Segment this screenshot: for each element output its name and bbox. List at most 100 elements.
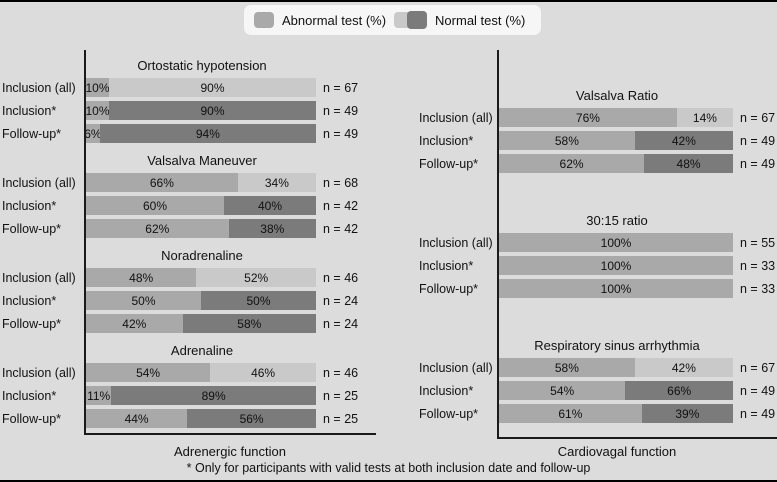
panel-adrenergic: Ortostatic hypotension Inclusion (all) 10%… <box>0 50 376 435</box>
normal-percent-label: 42% <box>671 133 696 148</box>
bar-row: Follow-up* 62% 48% n = 49 <box>417 152 777 175</box>
sample-size-label: n = 68 <box>323 175 359 190</box>
normal-percent-label: 94% <box>195 126 220 141</box>
bar-segment-abnormal: 54% <box>499 381 626 400</box>
sample-size-label: n = 49 <box>740 133 776 148</box>
bar-segment-normal: 14% <box>676 108 733 127</box>
abnormal-percent-label: 50% <box>131 293 156 308</box>
row-label: Inclusion* <box>419 258 474 273</box>
stacked-bar: 50% 50% <box>86 291 316 310</box>
row-label: Inclusion (all) <box>2 270 76 285</box>
bar-segment-normal: 46% <box>210 363 316 382</box>
normal-percent-label: 40% <box>257 198 283 213</box>
row-label: Follow-up* <box>419 406 479 421</box>
bar-segment-normal: 34% <box>237 173 316 192</box>
bar-segment-normal: 40% <box>224 196 316 215</box>
bar-row: Inclusion* 54% 66% n = 49 <box>417 379 777 402</box>
row-label: Inclusion (all) <box>2 175 76 190</box>
abnormal-percent-label: 54% <box>550 383 575 398</box>
bar-row: Inclusion (all) 76% 14% n = 67 <box>417 106 777 129</box>
bar-row: Follow-up* 6% 94% n = 49 <box>0 122 376 145</box>
abnormal-percent-label: 6% <box>84 126 102 141</box>
abnormal-percent-label: 58% <box>554 133 579 148</box>
abnormal-swatch-icon <box>254 12 274 28</box>
bar-row: Inclusion (all) 10% 90% n = 67 <box>0 76 376 99</box>
x-axis-line <box>497 437 777 439</box>
abnormal-percent-label: 60% <box>142 198 168 213</box>
sample-size-label: n = 67 <box>740 360 776 375</box>
row-label: Inclusion* <box>419 133 474 148</box>
normal-percent-label: 56% <box>239 411 264 426</box>
bar-segment-normal: 90% <box>109 101 316 120</box>
group-title: Noradrenaline <box>161 248 243 263</box>
abnormal-percent-label: 100% <box>600 235 632 250</box>
bar-segment-abnormal: 6% <box>84 124 102 143</box>
abnormal-percent-label: 11% <box>87 388 111 403</box>
bar-segment-normal: 39% <box>641 404 733 423</box>
bar-segment-abnormal: 10% <box>85 101 110 120</box>
stacked-bar: 66% 34% <box>86 173 316 192</box>
abnormal-percent-label: 76% <box>575 110 600 125</box>
row-label: Inclusion* <box>2 388 57 403</box>
abnormal-percent-label: 10% <box>85 80 110 95</box>
group-title: Respiratory sinus arrhythmia <box>534 338 700 353</box>
normal-percent-label: 50% <box>246 293 271 308</box>
bar-segment-normal: 50% <box>201 291 316 310</box>
bar-segment-abnormal: 100% <box>499 279 733 298</box>
normal-percent-label: 66% <box>667 383 692 398</box>
bar-segment-abnormal: 54% <box>86 363 211 382</box>
panel-cardiovagal: Valsalva Ratio Inclusion (all) 76% 14% n = 6… <box>417 50 777 439</box>
sample-size-label: n = 46 <box>323 365 359 380</box>
bar-segment-abnormal: 42% <box>86 314 183 333</box>
stacked-bar: 42% 58% <box>86 314 316 333</box>
test-group: Ortostatic hypotension Inclusion (all) 10%… <box>0 55 376 145</box>
y-axis-line <box>84 50 86 435</box>
bar-row: Follow-up* 42% 58% n = 24 <box>0 312 376 335</box>
row-label: Follow-up* <box>419 156 479 171</box>
sample-size-label: n = 49 <box>740 406 776 421</box>
bar-segment-abnormal: 100% <box>499 256 733 275</box>
sample-size-label: n = 49 <box>740 156 776 171</box>
stacked-bar: 62% 38% <box>86 219 316 238</box>
stacked-bar: 58% 42% <box>499 358 733 377</box>
row-label: Follow-up* <box>2 411 62 426</box>
sample-size-label: n = 67 <box>740 110 776 125</box>
abnormal-percent-label: 61% <box>558 406 583 421</box>
normal-percent-label: 89% <box>201 388 226 403</box>
group-title: 30:15 ratio <box>586 213 648 228</box>
group-title: Ortostatic hypotension <box>137 58 267 73</box>
row-label: Inclusion (all) <box>2 80 76 95</box>
bar-segment-normal: 42% <box>634 131 733 150</box>
normal-percent-label: 42% <box>671 360 696 375</box>
stacked-bar: 10% 90% <box>85 78 316 97</box>
stacked-bar: 100% <box>499 279 733 298</box>
normal-percent-label: 58% <box>237 316 262 331</box>
stacked-bar: 62% 48% <box>499 154 733 173</box>
bar-segment-normal: 58% <box>182 314 316 333</box>
bar-row: Follow-up* 62% 38% n = 42 <box>0 217 376 240</box>
bar-segment-abnormal: 50% <box>86 291 201 310</box>
row-label: Inclusion* <box>2 198 57 213</box>
bar-segment-normal: 42% <box>634 358 733 377</box>
abnormal-percent-label: 44% <box>124 411 149 426</box>
group-title: Valsalva Ratio <box>575 88 659 103</box>
bar-row: Follow-up* 44% 56% n = 25 <box>0 407 376 430</box>
y-axis-line <box>497 50 499 439</box>
normal-swatch-icon <box>394 11 428 29</box>
bar-row: Inclusion* 11% 89% n = 25 <box>0 384 376 407</box>
row-label: Inclusion (all) <box>419 110 493 125</box>
stacked-bar: 60% 40% <box>86 196 316 215</box>
sample-size-label: n = 49 <box>323 103 359 118</box>
normal-percent-label: 90% <box>200 103 225 118</box>
bar-segment-abnormal: 44% <box>86 409 188 428</box>
bar-segment-abnormal: 10% <box>85 78 110 97</box>
bar-row: Follow-up* 100% n = 33 <box>417 277 777 300</box>
sample-size-label: n = 46 <box>323 270 359 285</box>
bar-row: Inclusion (all) 100% n = 55 <box>417 231 777 254</box>
normal-percent-label: 14% <box>692 110 717 125</box>
bar-segment-abnormal: 60% <box>86 196 224 215</box>
stacked-bar: 76% 14% <box>499 108 733 127</box>
bar-segment-abnormal: 66% <box>86 173 238 192</box>
test-group: Valsalva Maneuver Inclusion (all) 66% 34% n … <box>0 150 376 240</box>
